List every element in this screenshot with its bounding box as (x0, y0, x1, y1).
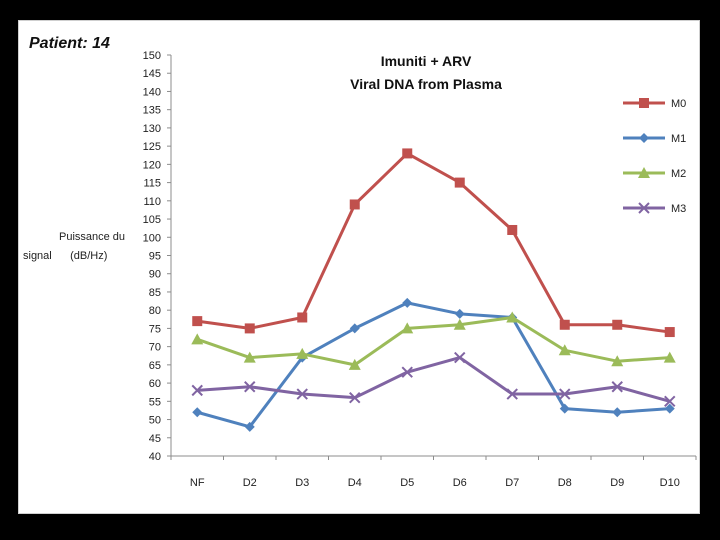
data-point-m2 (401, 322, 414, 334)
data-point-m0 (349, 199, 360, 210)
y-tick-label: 140 (143, 86, 161, 98)
data-point-m2 (558, 344, 571, 356)
data-point-m3 (611, 381, 623, 393)
data-point-m2 (506, 311, 519, 323)
y-tick-label: 95 (149, 251, 161, 263)
data-point-m0 (244, 323, 255, 334)
y-tick-label: 40 (149, 451, 161, 463)
data-point-m3 (349, 391, 361, 404)
chart-frame: Patient: 14 Puissance du signal (dB/Hz) … (18, 20, 700, 514)
data-point-m2 (348, 358, 361, 370)
legend-marker-m1 (639, 133, 649, 143)
series-line-m0 (197, 151, 670, 334)
data-point-m0 (664, 327, 675, 338)
legend-marker-m2 (638, 167, 650, 178)
legend-label-m2: M2 (671, 168, 686, 180)
y-tick-label: 110 (143, 196, 161, 208)
x-tick-label: D3 (295, 477, 309, 489)
y-tick-label: 80 (149, 305, 161, 317)
series-line-m3 (197, 356, 671, 403)
data-point-m2 (453, 318, 466, 330)
legend-marker-m0 (639, 98, 649, 108)
patient-label: Patient: 14 (29, 35, 110, 52)
x-tick-label: D10 (660, 477, 680, 489)
data-point-m3 (244, 381, 256, 393)
series-line-m1 (196, 301, 670, 429)
data-point-m0 (612, 319, 623, 330)
x-tick-label: NF (190, 477, 205, 489)
y-tick-label: 135 (143, 105, 161, 117)
data-point-m3 (296, 388, 308, 400)
y-tick-label: 130 (143, 123, 161, 135)
x-tick-label: D2 (243, 477, 257, 489)
data-point-m1 (349, 323, 360, 334)
data-point-m2 (191, 333, 204, 345)
y-tick-label: 65 (149, 360, 161, 372)
data-point-m2 (243, 351, 256, 363)
data-point-m1 (664, 403, 675, 414)
y-tick-label: 105 (143, 214, 161, 226)
data-point-m3 (559, 388, 571, 400)
data-point-m3 (454, 351, 466, 364)
chart-title-line: Imuniti + ARV (381, 53, 472, 69)
x-tick-label: D6 (453, 477, 467, 489)
y-tick-label: 100 (143, 232, 161, 244)
data-point-m0 (192, 316, 203, 327)
data-point-m0 (507, 224, 518, 235)
y-tick-label: 85 (149, 287, 161, 299)
y-tick-label: 60 (149, 378, 161, 390)
legend-label-m1: M1 (671, 133, 686, 145)
data-point-m1 (192, 407, 203, 418)
series-line-m2 (196, 315, 670, 367)
legend-label-m3: M3 (671, 203, 686, 215)
data-point-m2 (663, 351, 676, 363)
x-tick-label: D8 (558, 477, 572, 489)
data-point-m1 (612, 407, 623, 418)
data-point-m1 (402, 297, 413, 308)
line-chart: 40 45 50 55 60 65 70 75 80 85 90 95 100 105 110 115 120 1… (143, 50, 697, 489)
data-point-m3 (664, 395, 676, 408)
data-point-m3 (401, 366, 413, 378)
data-point-m1 (244, 421, 255, 432)
y-tick-label: 50 (149, 415, 161, 427)
data-point-m3 (506, 388, 518, 400)
x-tick-label: D7 (505, 477, 519, 489)
y-tick-label: 145 (143, 68, 161, 80)
y-tick-label: 55 (149, 396, 161, 408)
x-tick-label: D9 (610, 477, 624, 489)
y-tick-label: 45 (149, 433, 161, 445)
chart-title-line: Viral DNA from Plasma (350, 76, 502, 92)
data-point-m0 (454, 177, 465, 188)
data-point-m1 (454, 308, 465, 319)
data-point-m0 (559, 319, 570, 330)
y-tick-label: 150 (143, 50, 161, 62)
x-tick-label: D4 (348, 477, 362, 489)
y-tick-label: 115 (143, 178, 161, 190)
data-point-m1 (559, 403, 570, 414)
data-point-m0 (402, 148, 413, 159)
y-axis-label-line-1: Puissance du (59, 231, 126, 243)
y-axis-label-line-2: signal (dB/Hz) (23, 250, 108, 262)
legend-label-m0: M0 (671, 98, 686, 110)
legend-marker-m3 (638, 202, 650, 214)
y-tick-label: 125 (143, 141, 161, 153)
x-tick-label: D5 (400, 477, 414, 489)
data-point-m3 (191, 384, 203, 397)
data-point-m0 (297, 312, 308, 323)
y-tick-label: 75 (149, 323, 161, 335)
data-point-m2 (611, 355, 624, 367)
y-tick-label: 70 (149, 342, 161, 354)
y-axis-label: Puissance du signal (dB/Hz) (23, 228, 135, 266)
y-tick-label: 90 (149, 269, 161, 281)
data-point-m2 (296, 347, 309, 359)
y-tick-label: 120 (143, 159, 161, 171)
